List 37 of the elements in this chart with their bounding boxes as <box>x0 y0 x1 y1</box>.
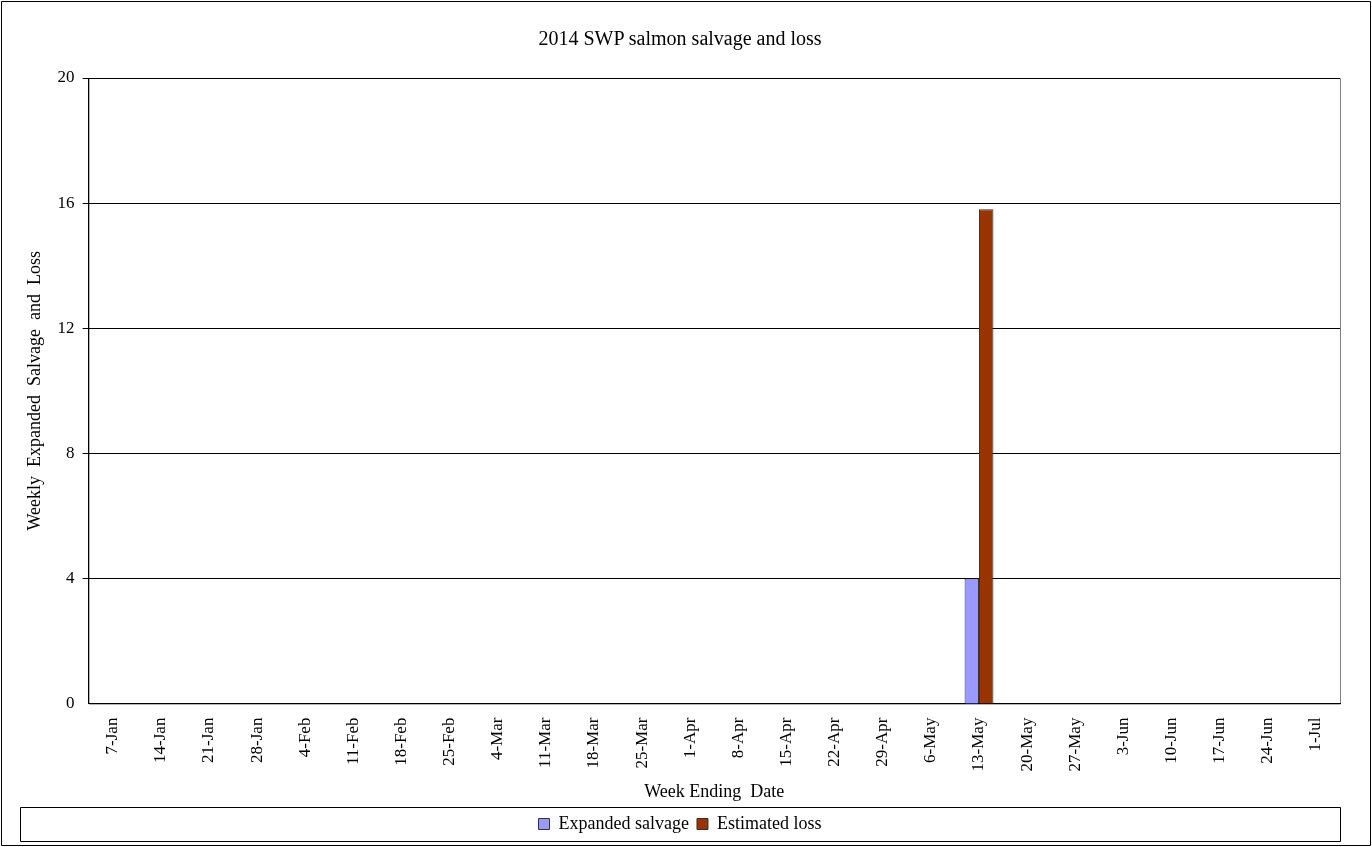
x-tick-label: 18-Feb <box>390 717 410 766</box>
x-tick-label: 17-Jun <box>1209 717 1229 764</box>
x-tick-label: 14-Jan <box>150 717 170 763</box>
y-tick-label: 16 <box>57 192 75 212</box>
x-tick-label: 11-Mar <box>535 717 555 768</box>
y-tick-label: 4 <box>66 567 76 587</box>
x-tick-label: 3-Jun <box>1112 717 1132 756</box>
x-tick-label: 4-Mar <box>487 717 507 761</box>
y-tick-label: 0 <box>66 693 75 713</box>
x-tick-label: 25-Mar <box>631 717 651 769</box>
x-tick-label: 18-Mar <box>583 717 603 769</box>
x-tick-label: 13-May <box>968 717 988 772</box>
x-tick-label: 1-Jul <box>1305 717 1325 752</box>
x-tick-label: 4-Feb <box>294 717 314 758</box>
x-tick-label: 27-May <box>1064 717 1084 772</box>
legend-label: Estimated loss <box>716 812 822 833</box>
x-tick-label: 24-Jun <box>1257 717 1277 764</box>
chart-title: 2014 SWP salmon salvage and loss <box>538 27 822 51</box>
x-tick-label: 28-Jan <box>246 717 266 763</box>
x-tick-label: 15-Apr <box>775 717 795 767</box>
x-tick-label: 21-Jan <box>198 717 218 763</box>
x-tick-label: 7-Jan <box>102 717 122 755</box>
x-tick-label: 22-Apr <box>824 717 844 767</box>
x-tick-label: 20-May <box>1016 717 1036 772</box>
y-axis-title: Weekly Expanded Salvage and Loss <box>23 251 44 531</box>
y-tick-label: 12 <box>57 317 75 337</box>
x-axis-title: Week Ending Date <box>644 780 785 801</box>
x-tick-label: 8-Apr <box>727 717 747 759</box>
x-tick-label: 29-Apr <box>872 717 892 767</box>
x-tick-label: 25-Feb <box>439 717 459 766</box>
y-tick-label: 8 <box>66 442 75 462</box>
y-tick-label: 20 <box>57 67 75 87</box>
x-tick-label: 10-Jun <box>1161 717 1181 764</box>
x-tick-label: 11-Feb <box>342 717 362 766</box>
x-tick-label: 6-May <box>920 717 940 763</box>
legend-label: Expanded salvage <box>558 812 689 833</box>
x-tick-label: 1-Apr <box>679 717 699 759</box>
